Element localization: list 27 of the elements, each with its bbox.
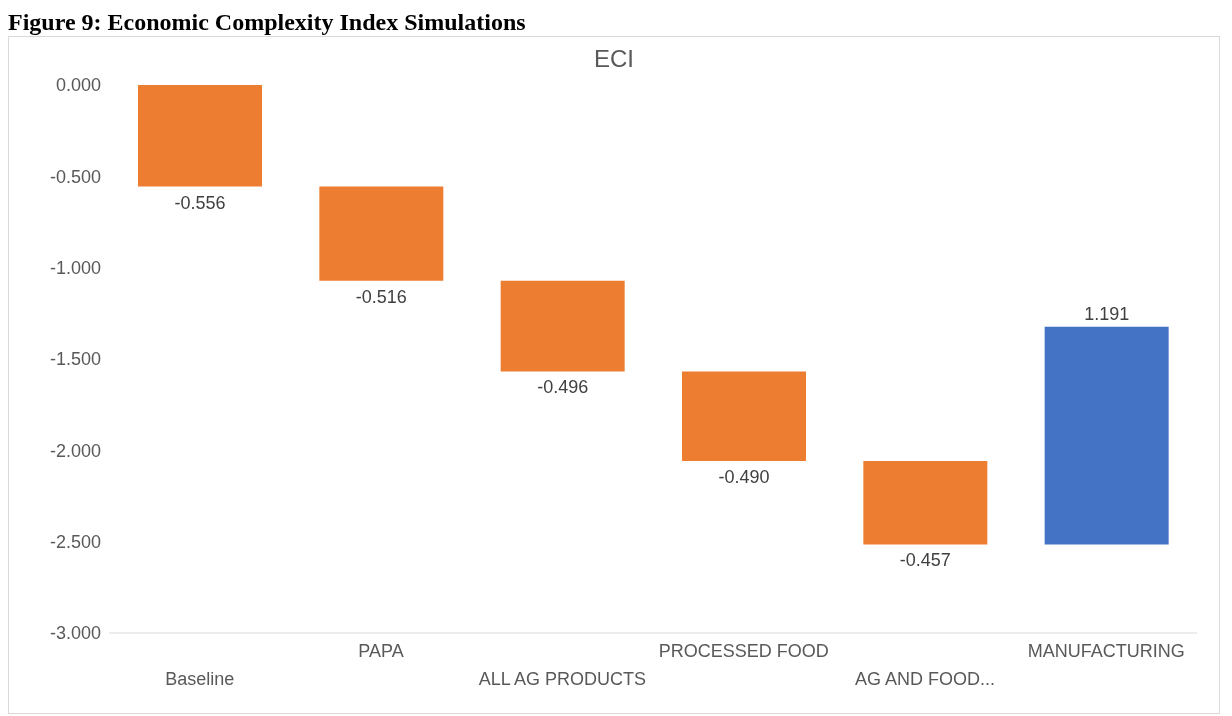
x-tick-label: AG AND FOOD... (854, 669, 996, 689)
bar (863, 460, 988, 545)
chart-title: Figure 9: Economic Complexity Index Simulations (8, 8, 527, 36)
chart-subtitle: ECI (593, 44, 635, 73)
bar (500, 280, 625, 372)
y-tick-label: -2.500 (49, 532, 101, 553)
x-tick-label: PROCESSED FOOD (658, 641, 829, 661)
data-label: -0.457 (899, 550, 951, 571)
bar (138, 85, 262, 187)
y-tick-label: -3.000 (49, 623, 101, 644)
data-label: -0.496 (537, 377, 589, 398)
y-tick-label: -1.000 (49, 258, 101, 279)
data-label: -0.556 (174, 192, 226, 213)
data-label: -0.516 (355, 286, 407, 307)
bar (1044, 326, 1169, 545)
bar (682, 371, 806, 461)
y-tick-label: -2.000 (49, 440, 101, 461)
x-tick-label: PAPA (358, 641, 404, 661)
data-label: 1.191 (1084, 303, 1130, 324)
x-tick-label: ALL AG PRODUCTS (478, 669, 647, 689)
x-tick-label: MANUFACTURING (1027, 641, 1185, 661)
y-tick-label: -1.500 (49, 349, 101, 370)
data-label: -0.490 (718, 466, 770, 487)
bar (319, 186, 444, 281)
x-tick-label: Baseline (165, 669, 235, 689)
y-tick-label: 0.000 (55, 75, 101, 96)
y-tick-label: -0.500 (49, 166, 101, 187)
